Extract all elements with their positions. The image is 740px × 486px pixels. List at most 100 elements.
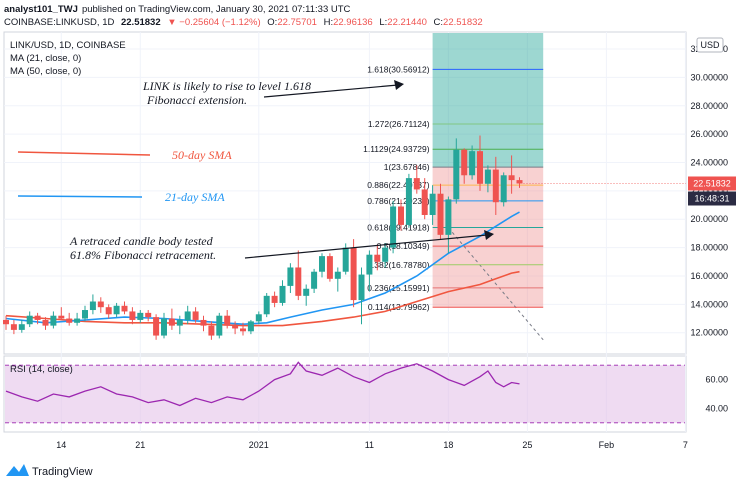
annotation-fib-target-line1: LINK is likely to rise to level 1.618	[142, 79, 311, 93]
price-tick: 16.00000	[690, 271, 728, 281]
candle	[153, 314, 160, 340]
candle	[413, 165, 420, 194]
last-price-tag: 22.51832	[688, 176, 736, 191]
price-tick: 12.00000	[690, 328, 728, 338]
candle	[113, 302, 120, 318]
currency-badge[interactable]: USD	[696, 37, 724, 53]
candle	[247, 319, 254, 335]
candle	[279, 280, 286, 306]
candle	[97, 297, 104, 313]
candle	[192, 307, 199, 323]
candle	[232, 321, 239, 335]
candle	[319, 253, 325, 278]
fib-level-label: 0.618(19.41918)	[367, 222, 430, 232]
candle	[311, 268, 318, 294]
price-tick: 20.00000	[690, 214, 728, 224]
candle	[74, 312, 81, 326]
countdown: 16:48:31	[694, 193, 729, 203]
time-tick: 25	[522, 440, 532, 450]
fib-level-label: 0.382(16.78780)	[367, 260, 430, 270]
candle	[18, 319, 25, 333]
fib-profit-zone	[432, 33, 544, 168]
fib-level-label: 1.618(30.56912)	[367, 64, 430, 74]
ma50-line	[5, 270, 520, 327]
candle	[350, 239, 357, 308]
candle	[240, 322, 246, 336]
candle	[42, 317, 49, 330]
header-change: ▼ −0.25604 (−1.12%)	[167, 17, 260, 28]
candle	[358, 267, 365, 325]
candle	[255, 311, 262, 325]
header: analyst101_TWJ published on TradingView.c…	[4, 4, 483, 28]
rsi-indicator: 60.00 40.00	[5, 361, 728, 424]
candle	[129, 307, 136, 325]
price-tick: 14.00000	[690, 299, 728, 309]
candle	[374, 244, 381, 271]
candle	[26, 311, 33, 328]
candle	[287, 263, 294, 294]
candle	[58, 307, 65, 320]
candle	[263, 293, 270, 318]
candle	[168, 308, 175, 330]
rsi-line	[5, 361, 520, 407]
rsi-tick: 40.00	[705, 403, 728, 413]
moving-averages	[5, 183, 686, 327]
time-tick: 14	[56, 440, 66, 450]
candle	[421, 178, 428, 220]
annotation-arrow-target	[263, 84, 399, 98]
candle	[82, 305, 88, 322]
symbol-line: COINBASE:LINKUSD, 1D 22.51832 ▼ −0.25604…	[4, 17, 483, 28]
fib-level-label: 0.886(22.40737)	[367, 180, 430, 190]
annotation-arrowhead-retrace	[484, 230, 494, 240]
price-tick: 26.00000	[690, 129, 728, 139]
candle	[216, 312, 223, 339]
candle	[477, 135, 483, 191]
legend-title: LINK/USD, 1D, COINBASE	[10, 40, 126, 51]
countdown-tag: 16:48:31	[688, 191, 736, 206]
last-price: 22.51832	[693, 178, 731, 188]
candle	[34, 312, 41, 325]
price-tick: 30.00000	[690, 72, 728, 82]
candle	[224, 310, 231, 329]
candle	[516, 177, 523, 188]
sma21-sample-line	[17, 195, 143, 198]
sma50-sample-line	[17, 151, 151, 156]
footer[interactable]: TradingView	[6, 464, 93, 478]
candle	[508, 155, 515, 194]
candle	[437, 183, 444, 240]
candle	[334, 267, 341, 292]
header-price: 22.51832	[121, 17, 161, 28]
tradingview-logo-icon	[6, 464, 29, 476]
annotation-sma50: 50-day SMA	[172, 148, 232, 162]
rsi-tick: 60.00	[705, 375, 728, 385]
price-tick: 24.00000	[690, 158, 728, 168]
footer-brand: TradingView	[32, 466, 93, 478]
symbol-name: COINBASE:LINKUSD, 1D	[4, 17, 114, 28]
candle	[303, 284, 310, 306]
price-tick: 18.00000	[690, 243, 728, 253]
candle	[3, 315, 9, 330]
candle	[105, 304, 112, 319]
candle	[461, 148, 468, 184]
candle	[445, 196, 452, 254]
candle	[200, 315, 207, 332]
candle	[469, 145, 476, 180]
candle	[326, 253, 333, 282]
fib-level-label: 1(23.67846)	[384, 162, 430, 172]
candle	[484, 165, 491, 193]
annotation-sma21: 21-day SMA	[165, 190, 225, 204]
annotation-retrace-line2: 61.8% Fibonacci retracement.	[70, 248, 216, 262]
candle	[453, 138, 460, 204]
currency-label: USD	[700, 40, 720, 50]
candle	[429, 185, 436, 225]
annotation-fib-target-line2: Fibonacci extension.	[146, 93, 247, 107]
legend: LINK/USD, 1D, COINBASE MA (21, close, 0)…	[10, 40, 126, 77]
candle	[89, 294, 96, 315]
legend-ma50: MA (50, close, 0)	[10, 66, 81, 77]
time-tick: 7	[683, 440, 688, 450]
price-tick: 22.00000	[690, 186, 728, 196]
candle	[184, 305, 191, 325]
candle	[405, 173, 412, 228]
candle	[492, 156, 499, 215]
